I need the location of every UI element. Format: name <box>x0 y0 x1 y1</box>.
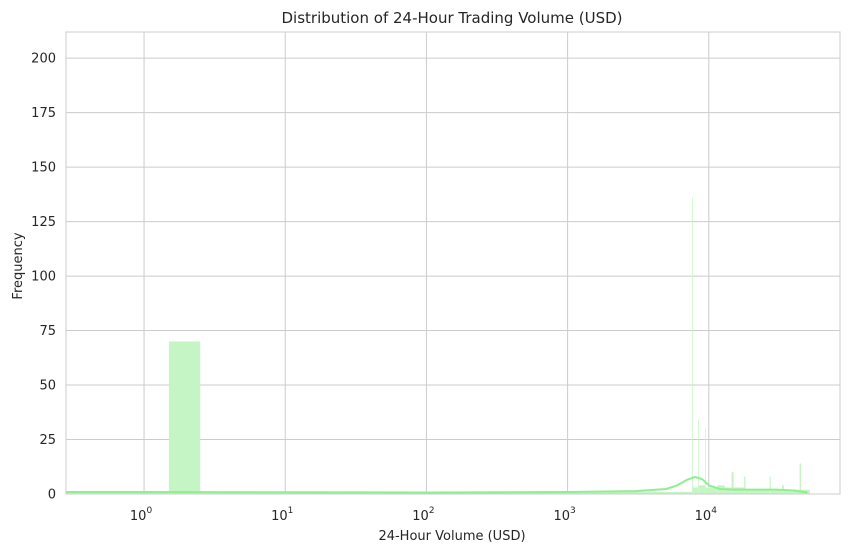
y-tick-labels: 0 25 50 75 100 125 150 175 200 <box>31 52 56 503</box>
x-tick-labels: 100 101 102 103 104 <box>130 506 717 524</box>
x-tick-exponent: 0 <box>146 506 152 516</box>
kde-curve <box>66 476 808 494</box>
y-tick-label: 75 <box>39 324 56 339</box>
histogram-bar <box>698 419 699 494</box>
x-tick-label: 101 <box>271 506 293 524</box>
histogram-bar <box>691 197 693 495</box>
y-tick-label: 150 <box>31 161 56 176</box>
histogram-bar <box>799 463 802 494</box>
histogram-bar <box>783 489 800 494</box>
histogram-bar <box>168 341 201 494</box>
y-tick-label: 100 <box>31 270 56 285</box>
x-tick-exponent: 3 <box>570 506 576 516</box>
y-tick-label: 50 <box>39 379 56 394</box>
x-tick-label: 102 <box>412 506 434 524</box>
axes-border <box>65 31 841 495</box>
x-tick-exponent: 1 <box>288 506 294 516</box>
x-tick-label: 103 <box>553 506 575 524</box>
histogram-bar <box>733 487 745 494</box>
histogram-bar <box>704 428 706 494</box>
histogram-bar <box>769 476 771 494</box>
x-tick-label: 100 <box>130 506 153 524</box>
axes-frame <box>65 31 841 495</box>
y-axis-label: Frequency <box>11 232 26 299</box>
y-tick-label: 125 <box>31 215 56 230</box>
x-tick-base: 10 <box>130 509 147 524</box>
histogram-bar <box>745 489 770 494</box>
histogram-bar <box>724 487 732 494</box>
y-tick-label: 200 <box>31 52 56 67</box>
x-tick-exponent: 4 <box>711 506 717 516</box>
chart-title: Distribution of 24-Hour Trading Volume (… <box>281 9 622 27</box>
y-tick-label: 0 <box>48 488 56 503</box>
histogram-bar <box>731 472 734 494</box>
y-tick-label: 25 <box>39 433 56 448</box>
x-tick-base: 10 <box>695 509 712 524</box>
histogram-bar <box>698 485 705 494</box>
histogram-bar <box>744 476 746 494</box>
histogram-bar <box>770 489 782 494</box>
x-tick-label: 104 <box>695 506 718 524</box>
x-tick-base: 10 <box>271 509 288 524</box>
x-tick-base: 10 <box>553 509 570 524</box>
x-axis-label: 24-Hour Volume (USD) <box>378 529 525 544</box>
x-tick-base: 10 <box>412 509 429 524</box>
histogram-bar <box>705 487 718 494</box>
y-tick-label: 175 <box>31 106 56 121</box>
x-tick-exponent: 2 <box>429 506 435 516</box>
histogram-bar <box>692 487 699 494</box>
